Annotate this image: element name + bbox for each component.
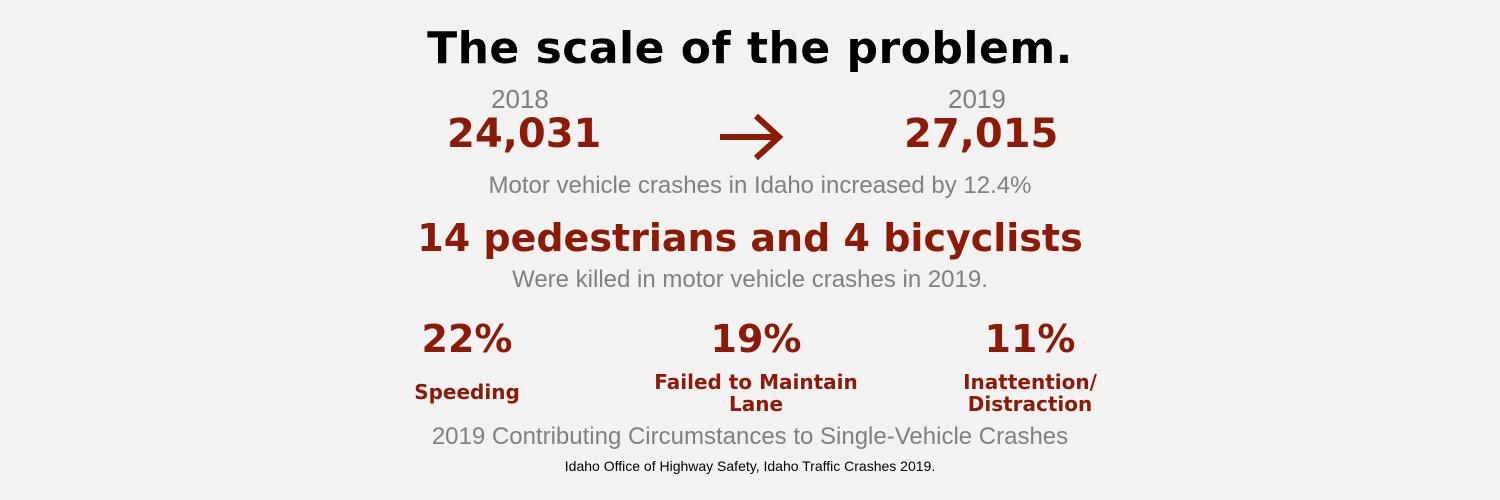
crashes-2019-value: 27,015 bbox=[904, 111, 1059, 157]
inattention-distraction-label: Inattention/ Distraction bbox=[963, 370, 1097, 416]
crashes-2018-value: 24,031 bbox=[447, 111, 602, 157]
fatalities-headline: 14 pedestrians and 4 bicyclists bbox=[417, 216, 1083, 260]
failed-to-maintain-lane-label: Failed to Maintain Lane bbox=[654, 370, 858, 416]
fatalities-caption: Were killed in motor vehicle crashes in … bbox=[512, 266, 988, 293]
year-2018-label: 2018 bbox=[491, 84, 549, 114]
year-2019-label: 2019 bbox=[948, 84, 1006, 114]
arrow-right-icon bbox=[720, 113, 784, 161]
speeding-percent: 22% bbox=[421, 317, 513, 361]
source-citation: Idaho Office of Highway Safety, Idaho Tr… bbox=[564, 458, 936, 474]
inattention-percent: 11% bbox=[984, 317, 1076, 361]
circumstances-caption: 2019 Contributing Circumstances to Singl… bbox=[431, 423, 1069, 450]
crashes-increase-caption: Motor vehicle crashes in Idaho increased… bbox=[488, 172, 1032, 199]
failed-to-maintain-lane-percent: 19% bbox=[710, 317, 802, 361]
speeding-label: Speeding bbox=[414, 380, 520, 404]
page-title: The scale of the problem. bbox=[427, 23, 1073, 74]
